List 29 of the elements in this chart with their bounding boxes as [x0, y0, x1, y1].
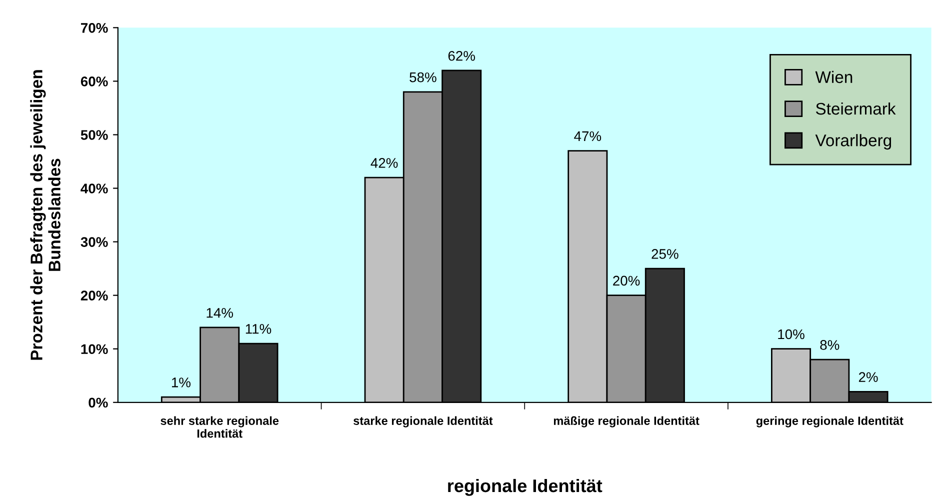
legend-label: Steiermark — [816, 102, 896, 115]
x-tick-label: sehr starke regionale Identität — [160, 416, 279, 438]
y-tick-label: 10% — [81, 344, 108, 354]
x-tick-label: starke regionale Identität — [354, 416, 493, 428]
data-label: 58% — [410, 72, 436, 82]
data-label: 10% — [778, 329, 804, 340]
y-tick-label: 40% — [80, 184, 108, 194]
data-label: 42% — [370, 158, 398, 168]
y-tick-label: 50% — [80, 130, 108, 140]
data-label: 25% — [652, 249, 678, 259]
data-label: 8% — [820, 340, 840, 350]
x-tick-label: mäßige regionale Identität — [554, 416, 700, 428]
x-axis-title: regionale Identität — [448, 478, 602, 496]
data-label: 47% — [574, 131, 602, 142]
legend-label: Vorarlberg — [815, 134, 892, 150]
data-label: 62% — [448, 50, 475, 61]
data-label: 20% — [613, 276, 640, 286]
data-label: 11% — [246, 324, 272, 334]
data-label: 14% — [206, 308, 234, 318]
legend-label: Wien — [815, 70, 852, 84]
y-axis-title: Prozent der Befragten des jeweiligen Bundeslandes — [30, 70, 60, 360]
y-tick-label: 70% — [81, 23, 108, 33]
y-tick-label: 30% — [80, 237, 108, 247]
data-label: 2% — [858, 372, 878, 382]
y-tick-label: 0% — [88, 398, 108, 408]
data-label: 1% — [172, 378, 191, 388]
y-tick-label: 20% — [80, 290, 108, 300]
x-tick-label: geringe regionale Identität — [756, 416, 904, 428]
y-tick-label: 60% — [80, 76, 108, 86]
